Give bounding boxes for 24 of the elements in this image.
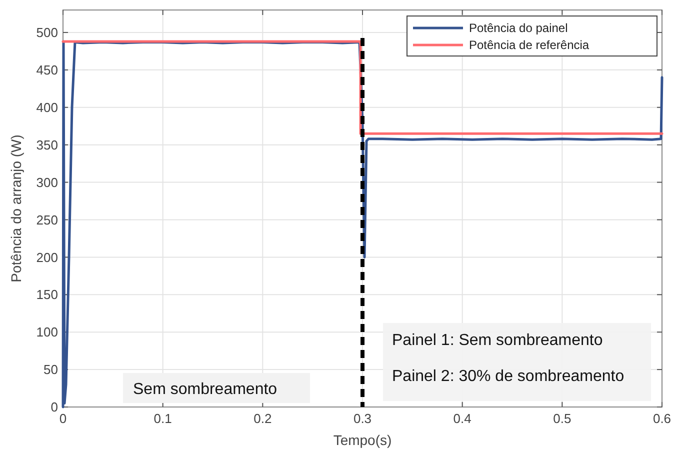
- y-tick-label: 500: [36, 25, 58, 40]
- annotation: Painel 2: 30% de sombreamento: [392, 368, 624, 385]
- x-tick-label: 0.1: [154, 411, 172, 426]
- y-tick-label: 200: [36, 250, 58, 265]
- x-axis-title: Tempo(s): [333, 432, 392, 448]
- y-tick-label: 150: [36, 287, 58, 302]
- y-tick-label: 250: [36, 212, 58, 228]
- y-tick-label: 400: [36, 100, 58, 115]
- x-tick-label: 0.2: [254, 411, 272, 426]
- annotation: Painel 1: Sem sombreamento: [392, 332, 603, 349]
- x-tick-label: 0.6: [652, 411, 672, 426]
- y-tick-label: 100: [36, 324, 58, 340]
- y-tick-label: 50: [44, 362, 58, 378]
- x-tick-label: 0.5: [553, 411, 572, 426]
- y-tick-label: 300: [36, 174, 58, 190]
- y-tick-label: 450: [36, 62, 58, 78]
- legend-label: Potência de referência: [469, 38, 590, 52]
- y-tick-label: 0: [50, 400, 58, 415]
- y-tick-label: 350: [36, 137, 58, 152]
- x-tick-label: 0.3: [353, 411, 372, 426]
- x-tick-label: 0.4: [453, 411, 472, 426]
- annotation: Sem sombreamento: [133, 381, 278, 398]
- y-axis-title: Potência do arranjo (W): [8, 134, 24, 282]
- legend-label: Potência do painel: [469, 21, 568, 36]
